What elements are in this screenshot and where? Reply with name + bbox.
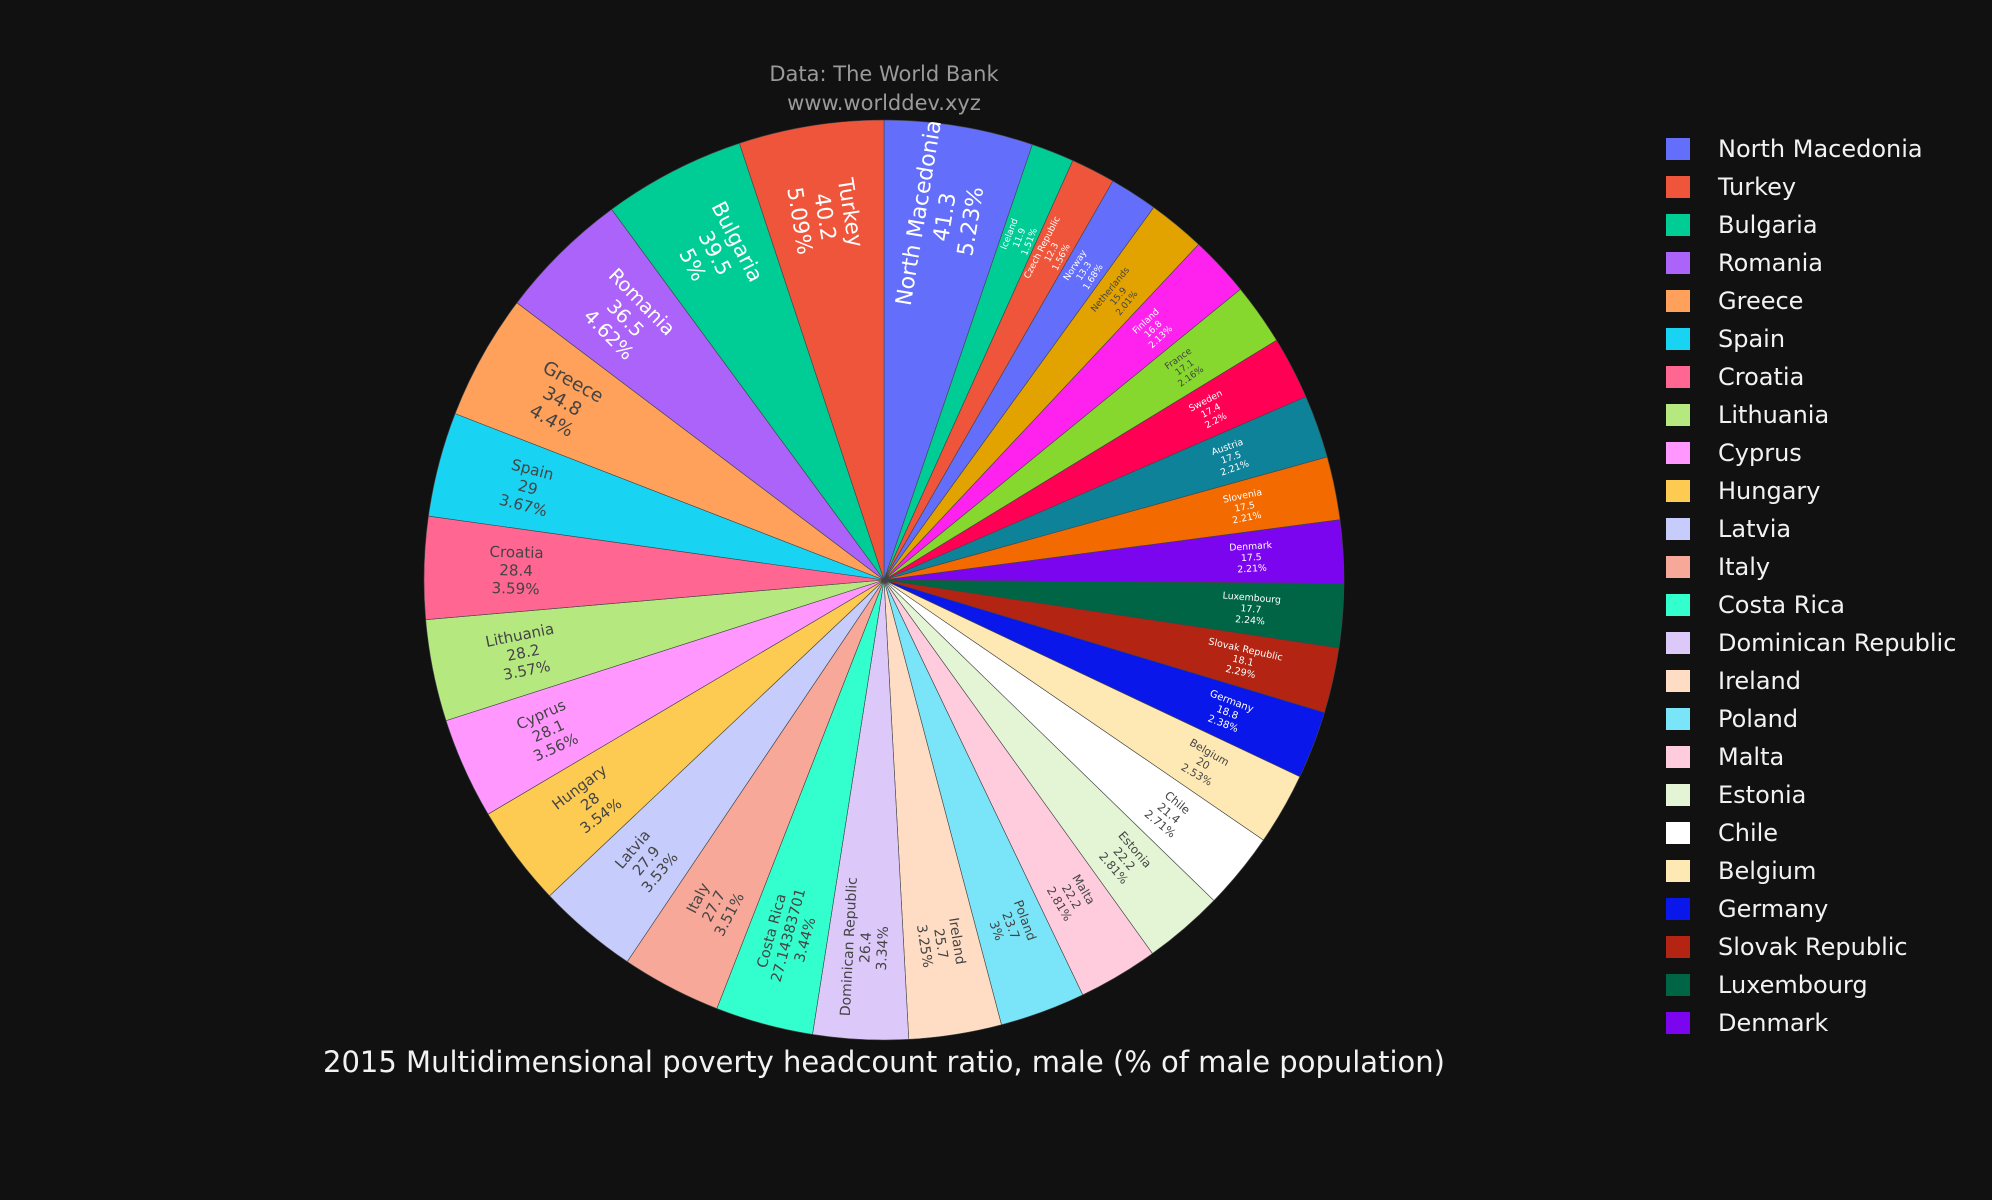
legend-item-chile[interactable]: Chile (1666, 819, 1778, 847)
legend-swatch (1666, 708, 1690, 730)
legend-item-denmark[interactable]: Denmark (1666, 1009, 1828, 1037)
legend-label: Bulgaria (1718, 211, 1818, 239)
legend-label: Turkey (1717, 173, 1796, 201)
legend-label: Italy (1718, 553, 1770, 581)
legend-item-latvia[interactable]: Latvia (1666, 515, 1791, 543)
slice-label-greece: Greece34.84.4% (517, 357, 606, 446)
legend-swatch (1666, 936, 1690, 958)
legend-label: Germany (1718, 895, 1828, 923)
legend-swatch (1666, 138, 1690, 160)
legend-swatch (1666, 556, 1690, 578)
chart-title: 2015 Multidimensional poverty headcount … (323, 1045, 1445, 1079)
pie-slice-bulgaria (611, 142, 885, 581)
legend-swatch (1666, 898, 1690, 920)
slice-label-denmark: Denmark17.52.21% (1229, 540, 1274, 576)
legend-item-north-macedonia[interactable]: North Macedonia (1666, 135, 1923, 163)
legend-label: Denmark (1718, 1009, 1828, 1037)
legend-label: Latvia (1718, 515, 1791, 543)
legend-swatch (1666, 404, 1690, 426)
legend-item-belgium[interactable]: Belgium (1666, 857, 1816, 885)
legend-swatch (1666, 252, 1690, 274)
legend-item-poland[interactable]: Poland (1666, 705, 1798, 733)
legend-swatch (1666, 746, 1690, 768)
legend-item-germany[interactable]: Germany (1666, 895, 1828, 923)
legend: North Macedonia Turkey Bulgaria Romania Gree… (1666, 135, 1956, 1037)
legend-swatch (1666, 366, 1690, 388)
legend-swatch (1666, 480, 1690, 502)
legend-swatch (1666, 442, 1690, 464)
legend-item-spain[interactable]: Spain (1666, 325, 1785, 353)
legend-label: Poland (1718, 705, 1798, 733)
slice-label-ireland: Ireland25.73.25% (913, 916, 969, 970)
legend-item-bulgaria[interactable]: Bulgaria (1666, 211, 1818, 239)
pie-slice-turkey (739, 119, 885, 581)
legend-swatch (1666, 670, 1690, 692)
pie-slice-north-macedonia (883, 119, 1033, 581)
legend-swatch (1666, 518, 1690, 540)
legend-swatch (1666, 784, 1690, 806)
legend-swatch (1666, 214, 1690, 236)
slice-label-croatia: Croatia28.43.59% (488, 543, 544, 599)
legend-label: Chile (1718, 819, 1778, 847)
legend-label: Lithuania (1718, 401, 1829, 429)
legend-label: Malta (1718, 743, 1784, 771)
legend-item-costa-rica[interactable]: Costa Rica (1666, 591, 1845, 619)
legend-item-hungary[interactable]: Hungary (1666, 477, 1820, 505)
legend-label: Romania (1718, 249, 1823, 277)
legend-item-luxembourg[interactable]: Luxembourg (1666, 971, 1868, 999)
slice-label-turkey: Turkey40.25.09% (781, 175, 868, 257)
legend-label: North Macedonia (1718, 135, 1923, 163)
legend-label: Cyprus (1718, 439, 1802, 467)
legend-label: Slovak Republic (1718, 933, 1908, 961)
legend-label: Greece (1718, 287, 1803, 315)
legend-item-malta[interactable]: Malta (1666, 743, 1784, 771)
legend-item-slovak-republic[interactable]: Slovak Republic (1666, 933, 1908, 961)
legend-item-romania[interactable]: Romania (1666, 249, 1823, 277)
slice-label-slovenia: Slovenia17.52.21% (1222, 487, 1267, 528)
legend-item-cyprus[interactable]: Cyprus (1666, 439, 1802, 467)
legend-item-croatia[interactable]: Croatia (1666, 363, 1804, 391)
legend-label: Dominican Republic (1718, 629, 1956, 657)
legend-item-estonia[interactable]: Estonia (1666, 781, 1806, 809)
legend-swatch (1666, 1012, 1690, 1034)
legend-label: Costa Rica (1718, 591, 1845, 619)
legend-label: Estonia (1718, 781, 1806, 809)
legend-label: Belgium (1718, 857, 1816, 885)
legend-label: Hungary (1718, 477, 1820, 505)
legend-item-turkey[interactable]: Turkey (1666, 173, 1796, 201)
legend-swatch (1666, 632, 1690, 654)
legend-item-italy[interactable]: Italy (1666, 553, 1770, 581)
legend-swatch (1666, 974, 1690, 996)
legend-item-dominican-republic[interactable]: Dominican Republic (1666, 629, 1956, 657)
legend-label: Croatia (1718, 363, 1804, 391)
slice-label-dominican-republic: Dominican Republic26.43.34% (838, 877, 895, 1018)
legend-swatch (1666, 176, 1690, 198)
legend-item-greece[interactable]: Greece (1666, 287, 1803, 315)
legend-swatch (1666, 328, 1690, 350)
source-line-2: www.worlddev.xyz (787, 91, 981, 115)
legend-swatch (1666, 860, 1690, 882)
slice-label-luxembourg: Luxembourg17.72.24% (1220, 590, 1281, 628)
legend-label: Spain (1718, 325, 1785, 353)
legend-swatch (1666, 594, 1690, 616)
legend-swatch (1666, 822, 1690, 844)
legend-item-lithuania[interactable]: Lithuania (1666, 401, 1829, 429)
legend-label: Ireland (1718, 667, 1801, 695)
legend-label: Luxembourg (1718, 971, 1868, 999)
legend-swatch (1666, 290, 1690, 312)
source-line-1: Data: The World Bank (769, 62, 999, 86)
pie-slices (423, 119, 1345, 1041)
legend-item-ireland[interactable]: Ireland (1666, 667, 1801, 695)
